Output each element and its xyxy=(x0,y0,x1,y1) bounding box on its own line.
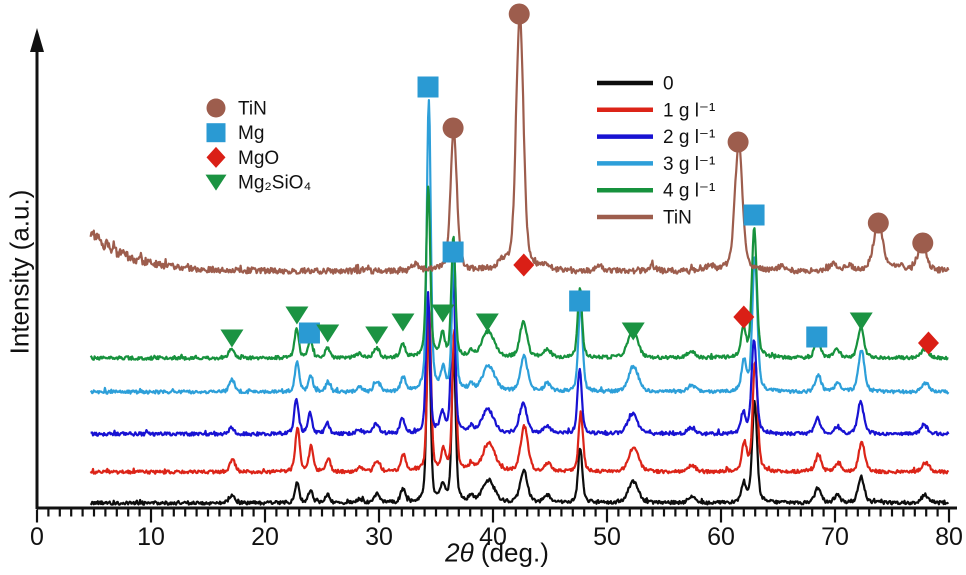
xrd-curve-4 xyxy=(89,185,949,361)
mgsio-marker xyxy=(365,326,389,345)
phase-legend-label: TiN xyxy=(238,99,267,120)
mgsio-marker xyxy=(431,304,455,323)
x-tick-label: 60 xyxy=(707,523,735,551)
mg-marker xyxy=(569,290,591,312)
mgo-marker xyxy=(733,305,755,329)
x-tick-label: 0 xyxy=(30,523,44,551)
series-legend-label: 1 g l⁻¹ xyxy=(663,100,715,121)
tin-marker xyxy=(727,131,749,153)
phase-legend-triangle-icon xyxy=(205,174,227,191)
phase-legend-label: Mg₂SiO₄ xyxy=(238,173,311,194)
tin-marker xyxy=(508,3,530,25)
tin-marker xyxy=(867,212,889,234)
tin-marker xyxy=(912,232,934,254)
mgsio-marker xyxy=(475,313,499,332)
xrd-curve-0 xyxy=(89,323,950,506)
mgsio-marker xyxy=(849,312,873,331)
xrd-curve-3 xyxy=(89,98,950,395)
mgsio-marker xyxy=(220,329,244,348)
x-tick-label: 50 xyxy=(593,523,621,551)
mgo-marker xyxy=(917,331,939,355)
phase-legend-label: MgO xyxy=(238,148,279,169)
series-legend-label: 3 g l⁻¹ xyxy=(663,154,715,175)
theta-symbol: θ xyxy=(459,537,474,568)
series-legend-label: 0 xyxy=(663,74,674,95)
tin-marker xyxy=(442,117,464,139)
mgsio-marker xyxy=(316,324,340,343)
x-tick-label: 20 xyxy=(251,523,279,551)
y-axis-arrowhead xyxy=(30,28,44,52)
phase-legend-diamond-icon xyxy=(206,146,226,168)
phase-legend-square-icon xyxy=(206,123,226,143)
mg-marker xyxy=(417,76,439,98)
phase-legend-label: Mg xyxy=(238,123,264,144)
xrd-curve-5 xyxy=(89,14,950,275)
x-axis-label-unit: (deg.) xyxy=(473,537,549,568)
x-tick-label: 10 xyxy=(137,523,165,551)
series-legend-label: 4 g l⁻¹ xyxy=(663,181,715,202)
mgsio-marker xyxy=(391,313,415,332)
xrd-curve-1 xyxy=(89,308,950,475)
xrd-curve-2 xyxy=(90,271,950,437)
x-tick-label: 70 xyxy=(821,523,849,551)
mgsio-marker xyxy=(621,322,645,341)
mgsio-marker xyxy=(285,306,309,325)
x-axis-label: 2θ (deg.) xyxy=(445,538,549,569)
y-axis-label: Intensity (a.u.) xyxy=(4,189,35,355)
mg-marker xyxy=(298,322,320,344)
series-legend-label: 2 g l⁻¹ xyxy=(663,127,715,148)
mg-marker xyxy=(442,241,464,263)
phase-legend-circle-icon xyxy=(206,98,226,118)
series-legend-label: TiN xyxy=(663,208,692,229)
mgo-marker xyxy=(513,253,535,277)
mg-marker xyxy=(806,326,828,348)
x-axis-label-2: 2 xyxy=(445,537,460,568)
x-tick-label: 30 xyxy=(365,523,393,551)
x-tick-label: 40 xyxy=(479,523,507,551)
mg-marker xyxy=(743,204,765,226)
x-tick-label: 80 xyxy=(935,523,963,551)
